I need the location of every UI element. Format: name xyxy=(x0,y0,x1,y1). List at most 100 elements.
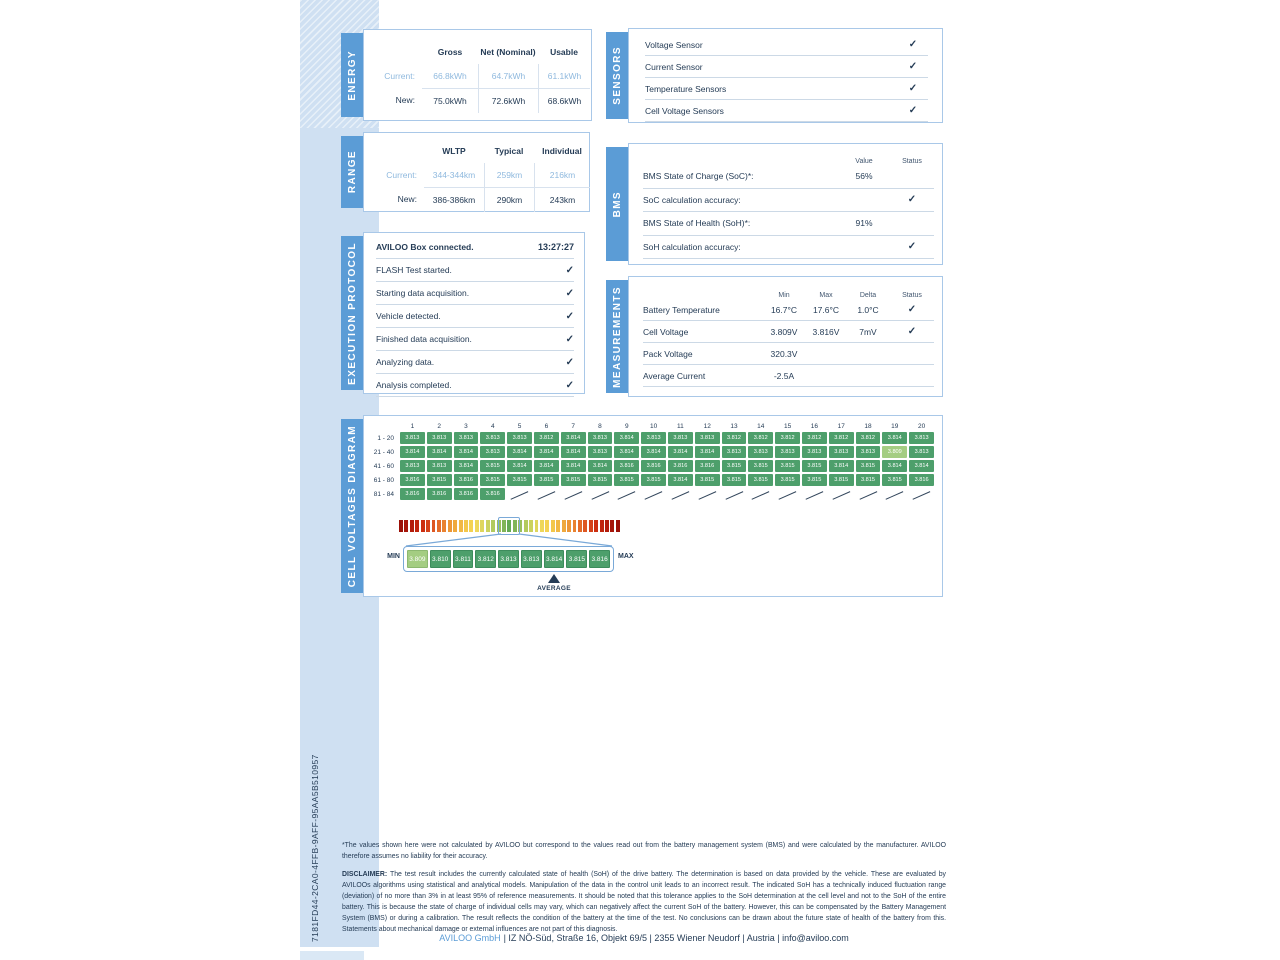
cell-voltage-value: 3.815 xyxy=(721,460,747,472)
magnified-voltage-strip: 3.809 3.810 3.811 3.812 3.813 3.813 3.814 3.815… xyxy=(403,546,614,572)
cell-voltage-value: 3.815 xyxy=(855,460,881,472)
measurement-row: Pack Voltage 320.3V xyxy=(643,343,934,365)
empty-cell-slash xyxy=(882,488,907,500)
section-tab-bms: BMS xyxy=(606,147,628,261)
check-icon: ✓ xyxy=(907,241,917,253)
protocol-row: Vehicle detected. ✓ xyxy=(376,305,574,328)
cell-voltage-value: 3.813 xyxy=(453,432,479,444)
empty-cell-slash xyxy=(534,488,559,500)
check-icon: ✓ xyxy=(565,287,574,299)
magnified-voltage-cell: 3.816 xyxy=(589,550,611,568)
cell-grid-row: 61 - 80 3.816 3.815 3.816 3.815 3.815 3.815 3.8… xyxy=(372,474,934,486)
value-cell: 72.6kWh xyxy=(478,87,538,113)
sensors-table: Voltage Sensor ✓ Current Sensor ✓ Temperatur… xyxy=(645,34,928,122)
cell-row-label: 21 - 40 xyxy=(373,448,394,456)
color-scale-segment xyxy=(518,520,523,532)
check-icon: ✓ xyxy=(565,333,574,345)
value-cell: 386-386km xyxy=(424,186,484,212)
empty-cell-slash xyxy=(748,488,773,500)
bms-row: BMS State of Charge (SoC)*: 56% xyxy=(643,165,934,189)
voltage-color-scale xyxy=(399,520,620,532)
measurements-section: Min Max Delta Status Battery Temperature 16.7… xyxy=(628,276,943,397)
color-scale-segment xyxy=(561,520,566,532)
cell-voltage-value: 3.816 xyxy=(426,488,452,500)
cell-voltage-value: 3.816 xyxy=(614,460,640,472)
bms-column-header: Status xyxy=(902,158,922,165)
color-scale-segment xyxy=(409,520,414,532)
color-scale-segment xyxy=(502,520,506,532)
row-label: Current: xyxy=(386,170,417,180)
bms-label: BMS State of Charge (SoC)*: xyxy=(643,171,754,182)
section-tab-execution-protocol: EXECUTION PROTOCOL xyxy=(341,236,363,390)
cell-voltage-value: 3.814 xyxy=(667,446,693,458)
protocol-timestamp: 13:27:27 xyxy=(537,242,574,252)
measurements-table: Min Max Delta Status Battery Temperature 16.7… xyxy=(643,282,934,387)
cell-column-number: 5 xyxy=(517,423,522,430)
cell-voltage-value: 3.813 xyxy=(775,446,800,458)
protocol-row: Finished data acquisition. ✓ xyxy=(376,328,574,351)
color-scale-segment xyxy=(507,520,512,532)
color-scale-segment xyxy=(577,520,582,532)
magnified-voltage-cell: 3.815 xyxy=(566,550,588,568)
magnified-voltage-cell: 3.814 xyxy=(543,550,565,568)
cell-row-label: 81 - 84 xyxy=(373,490,394,498)
empty-cell-slash xyxy=(909,488,934,500)
cell-voltage-value: 3.815 xyxy=(560,474,586,486)
cell-voltage-value: 3.813 xyxy=(828,446,854,458)
disclaimer-text: The test result includes the currently c… xyxy=(342,871,946,934)
cell-voltage-value: 3.813 xyxy=(426,432,452,444)
protocol-step-label: Analyzing data. xyxy=(376,357,435,367)
cell-voltage-value: 3.814 xyxy=(641,446,666,458)
color-scale-segment xyxy=(545,520,550,532)
cell-voltage-value: 3.815 xyxy=(694,474,720,486)
cell-voltage-value: 3.813 xyxy=(480,432,506,444)
protocol-row: AVILOO Box connected. 13:27:27 xyxy=(376,236,574,259)
cell-column-number: 20 xyxy=(917,423,926,430)
sensor-label: Voltage Sensor xyxy=(645,39,703,50)
cell-voltage-value: 3.812 xyxy=(828,432,854,444)
bms-value: 56% xyxy=(855,171,873,182)
empty-cell-slash xyxy=(641,488,666,500)
color-scale-segment xyxy=(588,520,593,532)
measurements-column-header: Status xyxy=(902,292,922,299)
disclaimer: DISCLAIMER: The test result includes the… xyxy=(342,869,946,935)
color-scale-segment xyxy=(399,520,403,532)
row-label: Current: xyxy=(384,71,415,81)
cell-column-number: 15 xyxy=(783,423,792,430)
cell-row-label: 41 - 60 xyxy=(373,462,394,470)
cell-voltages-section: 1 2 3 4 5 6 7 8 9 10 11 12 13 14 15 16 17 18 19 20 1 - 20 3.8… xyxy=(363,415,943,597)
cell-grid-row: 21 - 40 3.814 3.814 3.814 3.813 3.814 3.814 3.8… xyxy=(372,446,934,458)
bms-column-header: Value xyxy=(855,158,873,165)
check-icon: ✓ xyxy=(908,105,918,116)
cell-column-number: 14 xyxy=(757,423,765,430)
color-scale-segment xyxy=(447,520,452,532)
cell-voltage-value: 3.814 xyxy=(453,446,479,458)
column-header: Typical xyxy=(494,146,524,156)
value-cell: 68.6kWh xyxy=(538,87,590,113)
protocol-step-label: Starting data acquisition. xyxy=(376,288,470,298)
cell-column-number: 12 xyxy=(703,423,711,430)
cell-column-number: 6 xyxy=(544,423,549,430)
row-label: New: xyxy=(395,95,415,105)
empty-cell-slash xyxy=(588,488,613,500)
protocol-step-label: Finished data acquisition. xyxy=(376,334,472,344)
cell-voltage-value: 3.814 xyxy=(453,460,479,472)
protocol-step-label: FLASH Test started. xyxy=(376,265,452,275)
value-cell: 216km xyxy=(534,163,590,187)
cell-voltage-value: 3.816 xyxy=(641,460,666,472)
cell-voltage-value: 3.814 xyxy=(614,432,640,444)
measurement-min: 320.3V xyxy=(770,348,798,359)
sensor-row: Temperature Sensors ✓ xyxy=(645,78,928,100)
cell-voltage-value: 3.814 xyxy=(614,446,640,458)
color-scale-segment xyxy=(512,520,517,532)
energy-table: Gross Net (Nominal) Usable Current: 66.8kWh 6… xyxy=(372,40,590,113)
color-scale-segment xyxy=(534,520,539,532)
cell-voltage-value: 3.809 xyxy=(882,446,908,458)
cell-voltage-value: 3.815 xyxy=(480,460,506,472)
cell-column-number: 10 xyxy=(649,423,658,430)
cell-voltage-value: 3.814 xyxy=(882,432,908,444)
cell-grid-row: 41 - 60 3.813 3.813 3.814 3.815 3.814 3.814 3.8… xyxy=(372,460,934,472)
cell-voltage-value: 3.813 xyxy=(694,432,720,444)
cell-voltage-value: 3.813 xyxy=(801,446,827,458)
measurement-delta: 7mV xyxy=(859,326,877,337)
